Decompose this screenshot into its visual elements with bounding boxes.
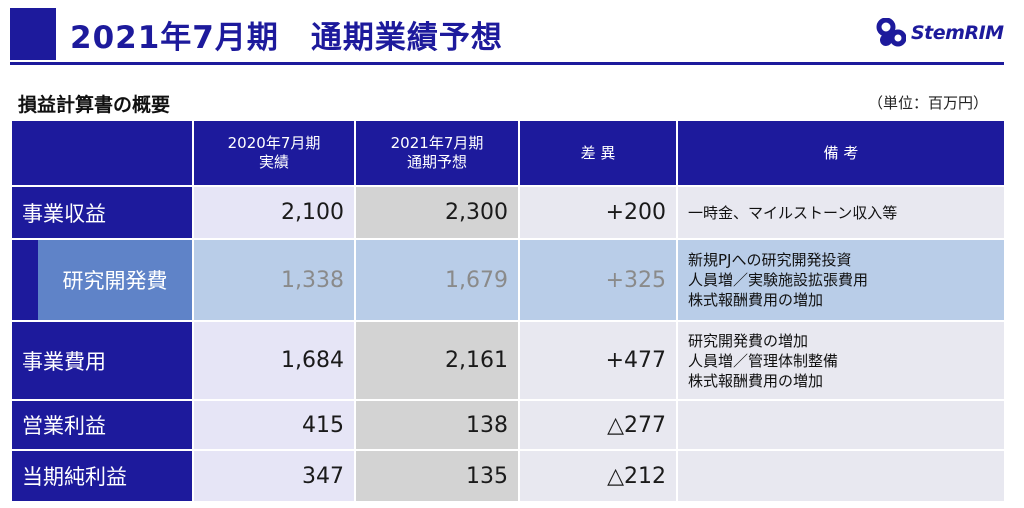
remark-line: 一時金、マイルストーン収入等 — [688, 203, 898, 222]
logo-text: StemRIM — [911, 22, 1004, 44]
cell-expenses-2020: 1,684 — [194, 322, 354, 399]
remark-line: 人員増／管理体制整備 — [688, 351, 839, 370]
header-2021-line2: 通期予想 — [406, 153, 467, 171]
section-title: 損益計算書の概要 — [18, 94, 171, 116]
row-label-operating-expenses: 事業費用 — [12, 322, 192, 399]
row-label-revenue: 事業収益 — [12, 187, 192, 238]
cell-rnd-2021: 1,679 — [356, 240, 518, 320]
cell-netincome-difference: △212 — [520, 451, 676, 501]
unit-note: （単位：百万円） — [867, 94, 988, 112]
income-statement-table: 2020年7月期 実績 2021年7月期 通期予想 差 異 備 考 事業収益 2… — [12, 121, 1004, 501]
remark-line: 人員増／実験施設拡張費用 — [688, 271, 869, 289]
cell-rnd-difference: +325 — [520, 240, 676, 320]
cell-expenses-remarks: 研究開発費の増加 人員増／管理体制整備 株式報酬費用の増加 — [678, 322, 1004, 399]
cell-expenses-difference: +477 — [520, 322, 676, 399]
row-label-rnd: 研究開発費 — [38, 240, 192, 320]
remark-line: 新規PJへの研究開発投資 — [688, 251, 852, 269]
cell-revenue-2020: 2,100 — [194, 187, 354, 238]
remark-line: 株式報酬費用の増加 — [688, 291, 824, 309]
cell-rnd-2020: 1,338 — [194, 240, 354, 320]
header-remarks-label: 備 考 — [823, 143, 859, 162]
cell-netincome-2021: 135 — [356, 451, 518, 501]
header-remarks: 備 考 — [678, 121, 1004, 185]
cell-opincome-remarks — [678, 401, 1004, 449]
row-label-operating-income: 営業利益 — [12, 401, 192, 449]
cell-opincome-2021: 138 — [356, 401, 518, 449]
header-2020-line1: 2020年7月期 — [227, 134, 321, 152]
company-logo: StemRIM — [876, 18, 1004, 48]
cell-netincome-remarks — [678, 451, 1004, 501]
cell-expenses-2021: 2,161 — [356, 322, 518, 399]
title-accent-block — [10, 8, 56, 60]
stemrim-logo-icon — [876, 18, 906, 47]
header-2020-actual: 2020年7月期 実績 — [194, 121, 354, 185]
cell-revenue-remarks: 一時金、マイルストーン収入等 — [678, 187, 1004, 238]
header-difference: 差 異 — [520, 121, 676, 185]
cell-netincome-2020: 347 — [194, 451, 354, 501]
title-divider — [10, 62, 1004, 65]
header-2020-line2: 実績 — [258, 153, 289, 171]
header-2021-line1: 2021年7月期 — [390, 134, 484, 152]
cell-revenue-2021: 2,300 — [356, 187, 518, 238]
row-label-net-income: 当期純利益 — [12, 451, 192, 501]
cell-opincome-2020: 415 — [194, 401, 354, 449]
header-2021-forecast: 2021年7月期 通期予想 — [356, 121, 518, 185]
cell-opincome-difference: △277 — [520, 401, 676, 449]
cell-revenue-difference: +200 — [520, 187, 676, 238]
cell-rnd-remarks: 新規PJへの研究開発投資 人員増／実験施設拡張費用 株式報酬費用の増加 — [678, 240, 1004, 320]
remark-line: 株式報酬費用の増加 — [688, 371, 824, 390]
remark-line: 研究開発費の増加 — [688, 331, 809, 350]
header-difference-label: 差 異 — [580, 143, 616, 162]
header-corner-cell — [12, 121, 192, 185]
page-title: 2021年7月期 通期業績予想 — [70, 20, 503, 56]
